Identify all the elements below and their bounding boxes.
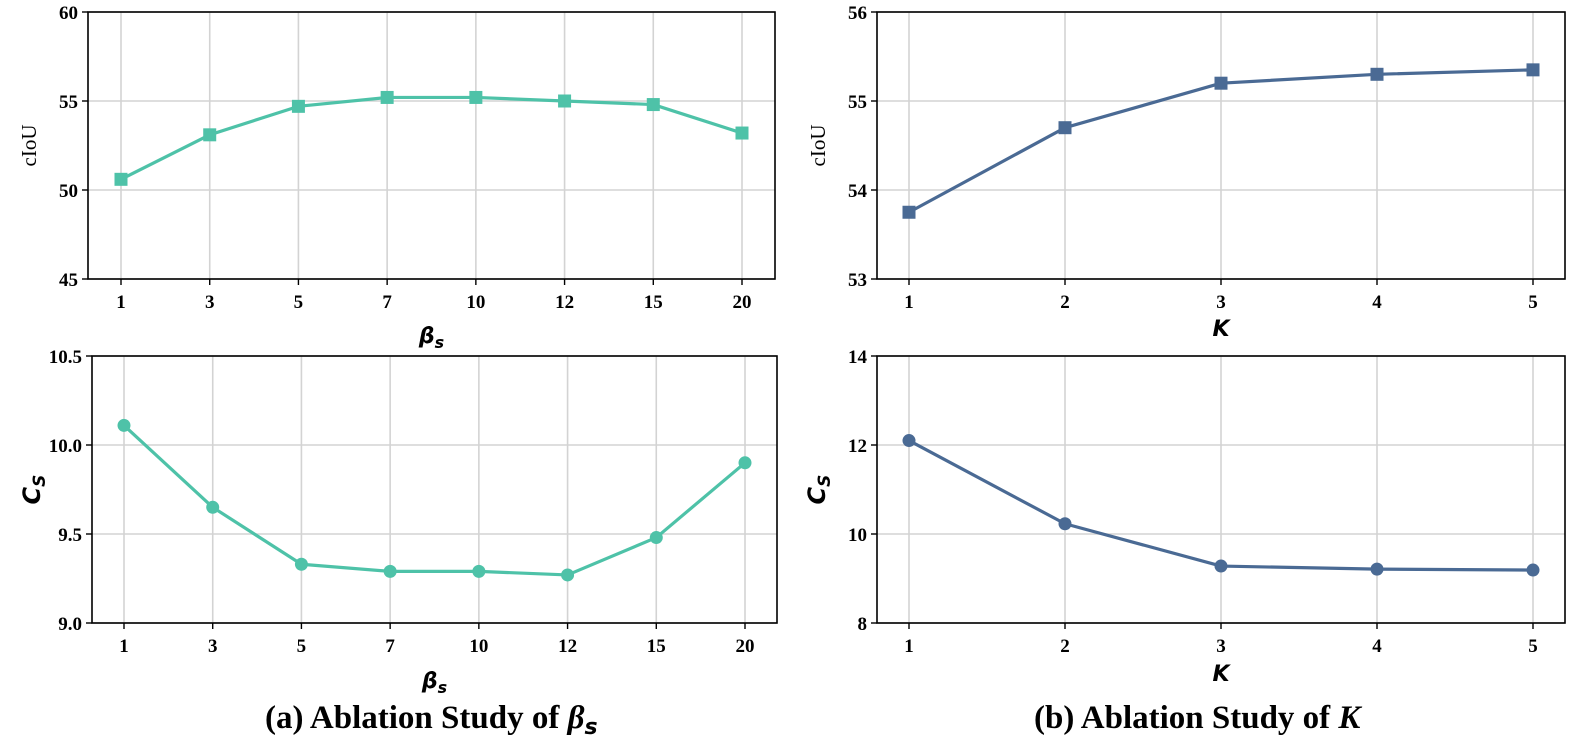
x-tick-label: 3 <box>1216 292 1226 313</box>
y-tick-label: 54 <box>848 181 868 202</box>
data-point <box>735 126 749 140</box>
y-tick-label: 50 <box>59 181 78 202</box>
x-tick-label: 5 <box>294 292 304 313</box>
x-axis-label: βs <box>418 324 444 352</box>
plot-frame <box>91 355 778 624</box>
x-tick-label: 15 <box>644 292 663 313</box>
y-axis-label: cIoU <box>806 125 830 167</box>
data-point <box>738 456 752 470</box>
x-tick-label: 2 <box>1060 292 1070 313</box>
data-point <box>1214 559 1228 573</box>
caption-a-sub: s <box>584 715 598 740</box>
data-point <box>291 99 305 113</box>
x-tick-label: 4 <box>1372 292 1382 313</box>
y-tick-label: 55 <box>848 92 867 113</box>
y-tick-label: 9.5 <box>58 525 82 546</box>
y-tick-label: 55 <box>59 92 78 113</box>
caption-b-prefix: (b) Ablation Study of <box>1034 700 1339 736</box>
chart-p1: 1 3 5 7 10 12 15 20 45 50 55 60 cIoU βs <box>17 3 776 352</box>
data-point <box>472 564 486 578</box>
data-point <box>469 90 483 104</box>
x-axis-label: K <box>1212 317 1231 342</box>
y-tick-label: 10.5 <box>49 347 82 368</box>
x-tick-label: 5 <box>1528 636 1538 657</box>
x-tick-label: 3 <box>1216 636 1226 657</box>
data-point <box>114 172 128 186</box>
data-point <box>1058 121 1072 135</box>
y-tick-label: 60 <box>59 3 78 24</box>
x-tick-label: 4 <box>1372 636 1382 657</box>
data-point <box>203 128 217 142</box>
x-tick-label: 1 <box>119 636 129 657</box>
y-axis-label: CS <box>803 475 835 505</box>
x-tick-label: 1 <box>904 292 914 313</box>
y-tick-label: 12 <box>848 436 867 457</box>
caption-a: (a) Ablation Study of βs <box>265 700 598 740</box>
x-tick-label: 20 <box>736 636 755 657</box>
caption-b: (b) Ablation Study of K <box>1034 700 1360 737</box>
data-point <box>902 434 916 448</box>
data-point <box>1214 76 1228 90</box>
y-tick-label: 9.0 <box>58 614 82 635</box>
x-tick-label: 1 <box>904 636 914 657</box>
plot-frame <box>87 11 776 280</box>
x-tick-label: 2 <box>1060 636 1070 657</box>
data-point <box>558 94 572 108</box>
data-point <box>206 500 220 514</box>
data-point <box>1370 67 1384 81</box>
data-point <box>294 557 308 571</box>
x-tick-label: 15 <box>647 636 666 657</box>
y-tick-label: 8 <box>858 614 868 635</box>
x-tick-label: 12 <box>555 292 574 313</box>
x-tick-label: 3 <box>208 636 218 657</box>
data-point <box>1370 562 1384 576</box>
x-tick-label: 20 <box>733 292 752 313</box>
x-axis-label: βs <box>421 669 447 697</box>
y-tick-label: 56 <box>848 3 867 24</box>
y-tick-label: 53 <box>848 270 867 291</box>
caption-a-symbol: β <box>567 700 585 736</box>
data-point <box>383 564 397 578</box>
y-tick-label: 14 <box>848 347 868 368</box>
y-tick-label: 10.0 <box>49 436 82 457</box>
chart-p3: 1 3 5 7 10 12 15 20 9.0 9.5 10.0 10.5 CS βs <box>18 347 778 697</box>
chart-p2: 1 2 3 4 5 53 54 55 56 cIoU K <box>806 3 1566 342</box>
x-tick-label: 5 <box>1528 292 1538 313</box>
data-point <box>646 98 660 112</box>
data-point <box>561 568 575 582</box>
data-point <box>649 531 663 545</box>
x-tick-label: 12 <box>558 636 577 657</box>
x-tick-label: 1 <box>116 292 126 313</box>
x-tick-label: 10 <box>469 636 488 657</box>
x-tick-label: 10 <box>466 292 485 313</box>
series-line <box>122 424 747 577</box>
y-axis-label: CS <box>18 475 50 505</box>
data-point <box>902 205 916 219</box>
data-point <box>1526 563 1540 577</box>
y-tick-label: 10 <box>848 525 867 546</box>
x-tick-label: 3 <box>205 292 215 313</box>
caption-b-symbol: K <box>1338 700 1361 736</box>
y-axis-label: cIoU <box>17 125 41 167</box>
data-point <box>117 418 131 432</box>
caption-a-prefix: (a) Ablation Study of <box>265 700 568 736</box>
data-point <box>1526 63 1540 77</box>
y-tick-label: 45 <box>59 270 78 291</box>
x-tick-label: 7 <box>385 636 395 657</box>
data-point <box>380 90 394 104</box>
data-point <box>1058 517 1072 531</box>
series-line <box>120 95 743 181</box>
x-tick-label: 7 <box>382 292 392 313</box>
x-axis-label: K <box>1212 662 1231 687</box>
x-tick-label: 5 <box>297 636 307 657</box>
